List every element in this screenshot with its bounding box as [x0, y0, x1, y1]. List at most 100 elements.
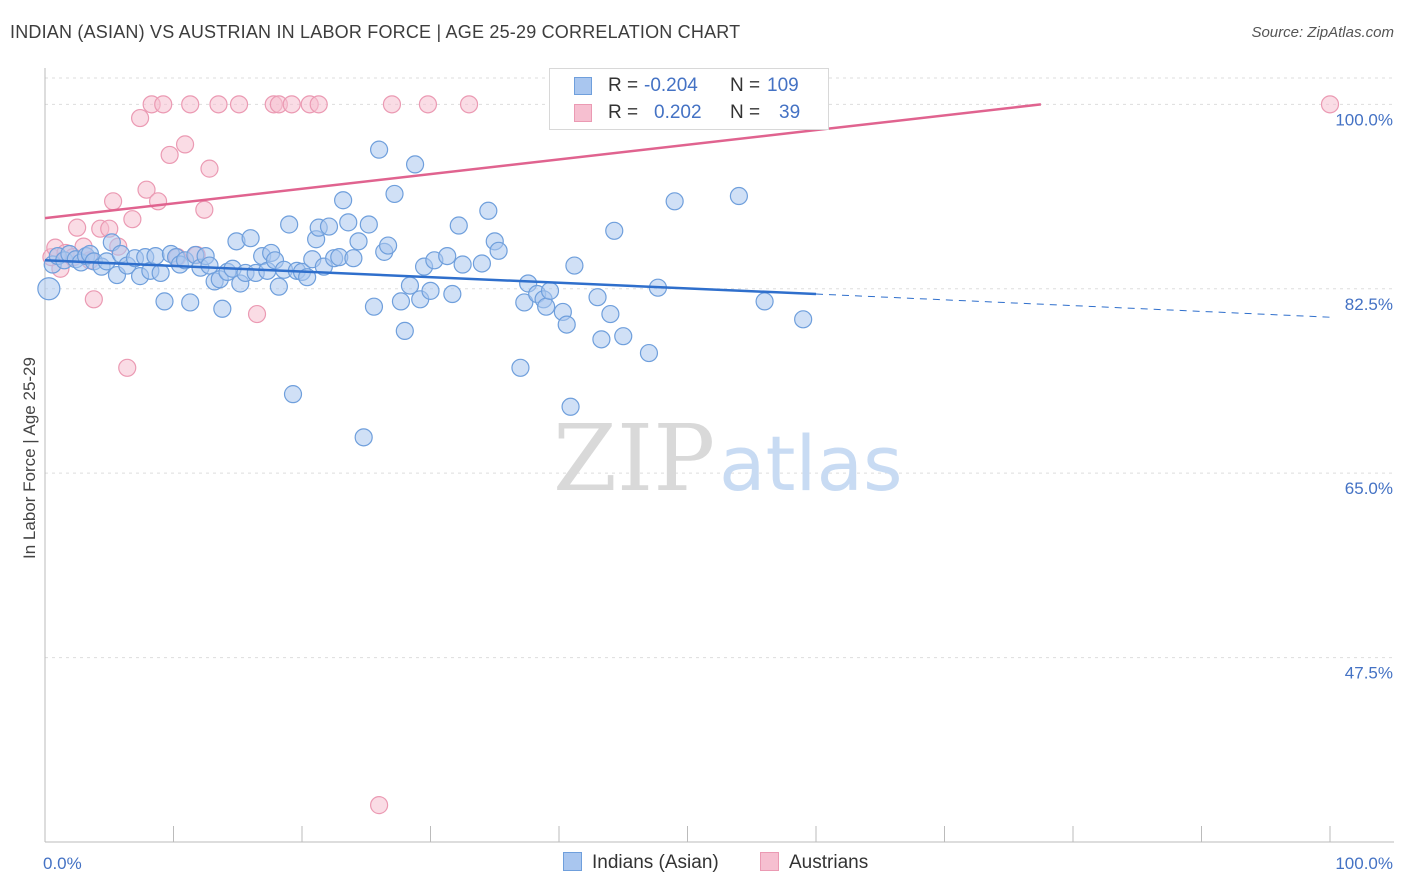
- y-tick-label: 65.0%: [1345, 479, 1393, 498]
- bottom-legend-swatch-blue: [563, 852, 582, 871]
- bottom-legend-swatch-pink: [760, 852, 779, 871]
- x-tick-label-right: 100.0%: [1335, 854, 1393, 873]
- indians-asian-point: [155, 292, 174, 311]
- watermark: ZIP atlas: [553, 405, 903, 512]
- austrians-point: [118, 358, 137, 377]
- austrians-point: [209, 95, 228, 114]
- indians-asian-point: [344, 249, 363, 268]
- austrians-point: [247, 304, 267, 324]
- indians-asian-point: [146, 246, 165, 266]
- legend-r-value: 0.202: [654, 102, 702, 123]
- gridlines: [45, 77, 1394, 659]
- y-tick-label: 82.5%: [1345, 295, 1393, 314]
- indians-asian-point: [354, 428, 373, 447]
- austrians-point: [418, 95, 438, 114]
- watermark-zip: ZIP: [553, 405, 715, 512]
- indians-asian-point: [565, 256, 584, 275]
- indians-asian-point: [794, 310, 813, 329]
- watermark-atlas: atlas: [719, 419, 903, 508]
- x-tick-label-left: 0.0%: [43, 854, 82, 873]
- legend-swatch-blue: [574, 77, 592, 95]
- indians-asian-point: [453, 255, 472, 274]
- indians-asian-point: [319, 217, 339, 236]
- y-tick-label: 47.5%: [1345, 664, 1393, 683]
- indians-asian-point: [443, 284, 462, 304]
- indians-asian-point: [213, 299, 232, 318]
- indians-asian-point: [339, 213, 358, 232]
- indians-asian-point: [334, 191, 353, 210]
- indians-asian-point: [605, 221, 624, 240]
- indians-asian-point: [370, 140, 389, 159]
- bottom-legend-indians: Indians (Asian): [563, 852, 719, 874]
- indians-asian-point: [280, 215, 299, 234]
- legend-n-value: 109: [767, 75, 799, 96]
- indians-asian-point: [614, 327, 633, 346]
- indians-asian-point: [395, 321, 414, 341]
- austrians-point: [195, 200, 214, 219]
- austrians-point: [282, 95, 301, 114]
- y-tick-label: 100.0%: [1335, 110, 1393, 129]
- bottom-legend-label-indians: Indians (Asian): [592, 852, 719, 873]
- indians-asian-point: [479, 201, 498, 220]
- austrians-point: [84, 290, 103, 309]
- austrians-point: [68, 218, 87, 237]
- austrians-point: [175, 135, 195, 154]
- austrians-point: [1320, 95, 1340, 114]
- indians-asian-point: [359, 215, 378, 234]
- austrians-point: [154, 95, 173, 114]
- indians-trend-extension: [815, 293, 1331, 318]
- tick-labels: 100.0% 82.5% 65.0% 47.5% 0.0% 100.0%: [43, 110, 1393, 873]
- indians-asian-point: [151, 263, 170, 283]
- indians-asian-point: [181, 293, 200, 312]
- chart-title: INDIAN (ASIAN) VS AUSTRIAN IN LABOR FORC…: [10, 22, 741, 42]
- indians-asian-point: [364, 297, 384, 316]
- indians-asian-point: [378, 236, 398, 255]
- legend-n-value: 39: [779, 102, 801, 123]
- austrians-point: [459, 95, 479, 114]
- indians-asian-point: [665, 192, 684, 211]
- austrians-point: [229, 95, 249, 114]
- bottom-legend-austrians: Austrians: [760, 852, 868, 874]
- austrians-point: [130, 108, 150, 128]
- indians-asian-point: [515, 293, 534, 312]
- austrians-point: [382, 95, 402, 114]
- indians-asian-point: [639, 343, 659, 363]
- indians-asian-point: [385, 184, 404, 204]
- indians-asian-point: [557, 315, 576, 334]
- indians-asian-point: [537, 297, 556, 316]
- indians-asian-point: [349, 232, 368, 251]
- austrians-point: [160, 145, 179, 165]
- indians-asian-point: [561, 397, 580, 416]
- indians-asian-point: [438, 246, 457, 266]
- indians-asian-point: [540, 281, 560, 300]
- austrians-point: [104, 192, 123, 211]
- austrians-trend-line: [44, 103, 1042, 220]
- indians-asian-point: [421, 281, 440, 300]
- legend-r-value: -0.204: [644, 75, 698, 96]
- legend-swatch-pink: [574, 104, 592, 122]
- y-axis-label: In Labor Force | Age 25-29: [20, 357, 39, 559]
- austrians-point: [137, 180, 156, 199]
- indians-asian-point: [269, 277, 288, 296]
- indians-asian-point: [97, 252, 116, 271]
- indians-asian-point: [601, 304, 620, 324]
- indians-asian-point: [729, 186, 749, 206]
- austrians-point: [370, 796, 389, 815]
- indians-asian-point: [241, 229, 260, 248]
- legend-n-label: N =: [730, 102, 761, 123]
- trend-lines: [44, 103, 1331, 318]
- indians-asian-point: [511, 358, 530, 377]
- austrians-point: [309, 95, 328, 114]
- austrians-point: [123, 210, 142, 229]
- legend-n-label: N =: [730, 75, 761, 96]
- indians-asian-point: [391, 292, 411, 311]
- austrians-point: [200, 159, 219, 178]
- source-credit: Source: ZipAtlas.com: [1251, 24, 1394, 41]
- legend-r-label: R =: [608, 102, 639, 123]
- austrians-point: [181, 95, 200, 114]
- indians-asian-point: [283, 385, 303, 404]
- indians-asian-point: [489, 241, 508, 260]
- axes: [44, 68, 1394, 843]
- indians-asian-point: [588, 288, 607, 307]
